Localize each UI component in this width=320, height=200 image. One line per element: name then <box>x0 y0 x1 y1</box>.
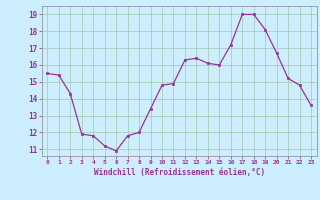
X-axis label: Windchill (Refroidissement éolien,°C): Windchill (Refroidissement éolien,°C) <box>94 168 265 177</box>
